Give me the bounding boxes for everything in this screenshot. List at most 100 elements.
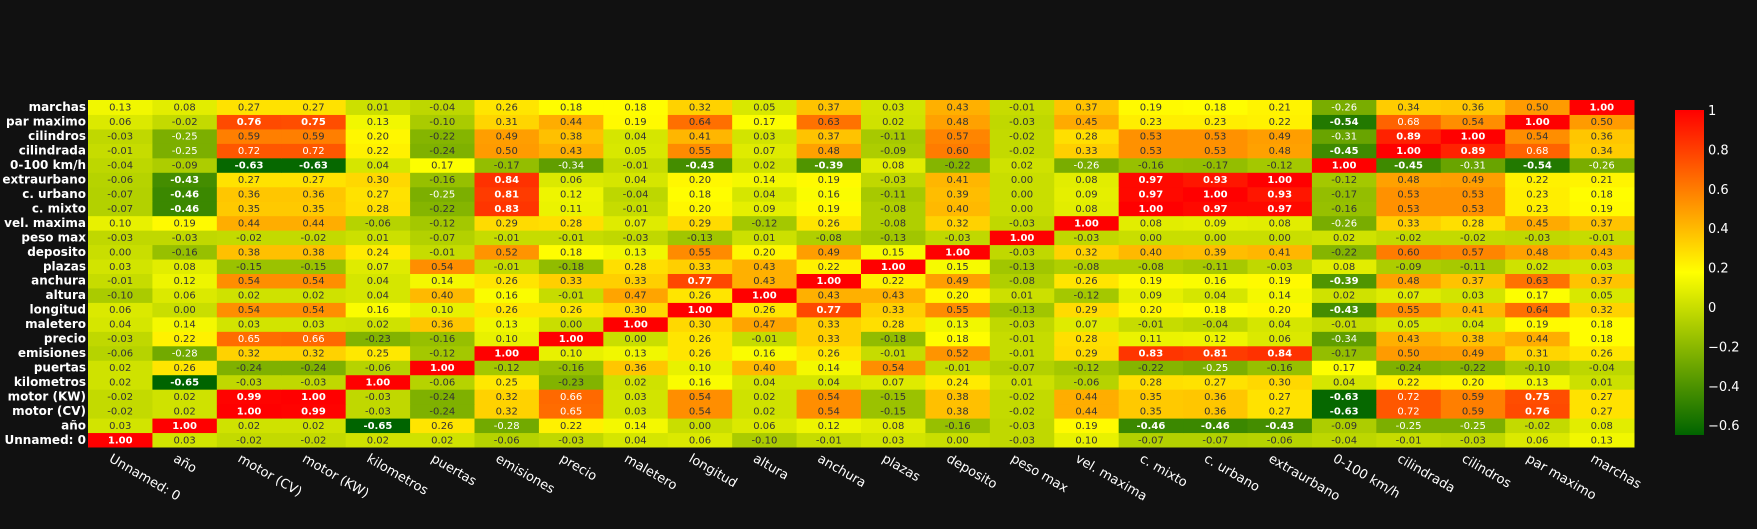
cell-value-label: 0.00 bbox=[1204, 233, 1226, 244]
cell-value-label: 0.33 bbox=[882, 305, 904, 316]
heatmap-cell bbox=[281, 114, 347, 130]
heatmap-cell bbox=[667, 331, 733, 347]
heatmap-cell bbox=[1440, 273, 1506, 289]
cell-value-label: 0.14 bbox=[624, 421, 646, 432]
cell-value-label: -0.28 bbox=[172, 349, 198, 360]
cell-value-label: 0.41 bbox=[689, 132, 711, 143]
heatmap-cell bbox=[796, 114, 862, 130]
heatmap-cell bbox=[216, 128, 282, 144]
heatmap-cell bbox=[538, 128, 604, 144]
cell-value-label: 0.19 bbox=[1269, 276, 1291, 287]
heatmap-cell bbox=[603, 259, 669, 274]
y-tick-label: par maximo bbox=[6, 115, 86, 129]
cell-value-label: -0.02 bbox=[1009, 146, 1035, 157]
cell-value-label: 0.49 bbox=[1269, 132, 1291, 143]
heatmap-cell bbox=[1505, 114, 1571, 130]
cell-value-label: 0.27 bbox=[238, 175, 260, 186]
heatmap-cell bbox=[732, 186, 798, 202]
heatmap-cell bbox=[796, 215, 862, 231]
heatmap-cell bbox=[1440, 244, 1506, 260]
cell-value-label: -0.03 bbox=[172, 233, 198, 244]
cell-value-label: -0.03 bbox=[1009, 421, 1035, 432]
heatmap-cell bbox=[1118, 432, 1184, 448]
cell-value-label: -0.04 bbox=[623, 189, 649, 200]
heatmap-cell bbox=[1054, 143, 1120, 159]
heatmap-cell bbox=[1376, 331, 1442, 347]
heatmap-cell bbox=[1505, 345, 1571, 361]
heatmap-cell bbox=[538, 374, 604, 390]
cell-value-label: 0.22 bbox=[173, 334, 195, 345]
heatmap-cell bbox=[861, 287, 926, 303]
heatmap-cell bbox=[1054, 157, 1120, 173]
heatmap-cell bbox=[989, 389, 1055, 405]
heatmap-cell bbox=[216, 172, 282, 188]
cell-value-label: 0.49 bbox=[496, 132, 518, 143]
cell-value-label: 0.10 bbox=[109, 218, 131, 229]
cell-value-label: 0.54 bbox=[689, 406, 711, 417]
heatmap-cell bbox=[1054, 389, 1120, 405]
heatmap-cell bbox=[603, 302, 669, 318]
cell-value-label: 0.26 bbox=[689, 291, 711, 302]
x-tick-label: cilindrada bbox=[1395, 451, 1458, 496]
cell-value-label: 0.03 bbox=[624, 406, 646, 417]
heatmap-cell bbox=[281, 302, 347, 318]
y-tick-label: puertas bbox=[34, 360, 86, 374]
cell-value-label: 1.00 bbox=[945, 247, 970, 258]
heatmap-cell bbox=[1183, 331, 1248, 347]
cell-value-label: 0.14 bbox=[1269, 291, 1291, 302]
heatmap-cell bbox=[1118, 360, 1184, 376]
heatmap-cell bbox=[1311, 331, 1377, 347]
heatmap-cell bbox=[216, 374, 282, 390]
heatmap-cell bbox=[796, 244, 862, 260]
cell-value-label: -0.43 bbox=[1265, 421, 1294, 432]
cell-value-label: -0.03 bbox=[623, 233, 649, 244]
cell-value-label: 0.36 bbox=[1462, 103, 1484, 114]
heatmap-cell bbox=[1440, 345, 1506, 361]
heatmap-cell bbox=[88, 230, 153, 246]
cell-value-label: -0.12 bbox=[1267, 161, 1293, 172]
heatmap-cell bbox=[1569, 215, 1635, 231]
cell-value-label: 0.00 bbox=[624, 334, 646, 345]
heatmap-cell bbox=[989, 273, 1055, 289]
heatmap-cell bbox=[925, 128, 991, 144]
cell-value-label: -0.09 bbox=[1396, 262, 1422, 273]
cell-value-label: -0.08 bbox=[1138, 262, 1164, 273]
cell-value-label: 0.55 bbox=[1397, 305, 1419, 316]
heatmap-cell bbox=[1311, 345, 1377, 361]
heatmap-cell bbox=[410, 114, 475, 130]
heatmap-cell bbox=[345, 360, 411, 376]
heatmap-cell bbox=[796, 259, 862, 274]
cell-value-label: 0.28 bbox=[1075, 334, 1097, 345]
heatmap-cell bbox=[1183, 316, 1248, 332]
heatmap-cell bbox=[1311, 432, 1377, 448]
heatmap-cell bbox=[732, 157, 798, 173]
heatmap-cell bbox=[538, 316, 604, 332]
y-tick-label: maletero bbox=[25, 317, 86, 331]
cell-value-label: 0.26 bbox=[496, 103, 518, 114]
heatmap-cell bbox=[88, 128, 153, 144]
heatmap-cell bbox=[1311, 389, 1377, 405]
heatmap-cell bbox=[345, 331, 411, 347]
heatmap-cell bbox=[1183, 143, 1248, 159]
heatmap-cell bbox=[732, 128, 798, 144]
heatmap-cell bbox=[989, 302, 1055, 318]
cell-value-label: 0.57 bbox=[946, 132, 968, 143]
heatmap-cell bbox=[474, 302, 540, 318]
heatmap-cell bbox=[152, 201, 218, 217]
cell-value-label: 0.72 bbox=[1397, 406, 1419, 417]
heatmap-cell bbox=[1183, 403, 1248, 419]
cell-value-label: 0.68 bbox=[1397, 117, 1419, 128]
heatmap-cell bbox=[1183, 100, 1248, 115]
x-tick-label: par maximo bbox=[1523, 451, 1598, 503]
cell-value-label: -0.17 bbox=[1331, 189, 1357, 200]
cell-value-label: -0.01 bbox=[494, 233, 520, 244]
colorbar-tick-label: 0 bbox=[1708, 301, 1716, 316]
cell-value-label: 0.53 bbox=[1462, 204, 1484, 215]
cell-value-label: 0.66 bbox=[560, 392, 582, 403]
heatmap-cell bbox=[1311, 100, 1377, 115]
heatmap-cell bbox=[989, 316, 1055, 332]
heatmap-cell bbox=[345, 157, 411, 173]
heatmap-cell bbox=[216, 389, 282, 405]
heatmap-cell bbox=[1440, 418, 1506, 434]
heatmap-cell bbox=[732, 273, 798, 289]
